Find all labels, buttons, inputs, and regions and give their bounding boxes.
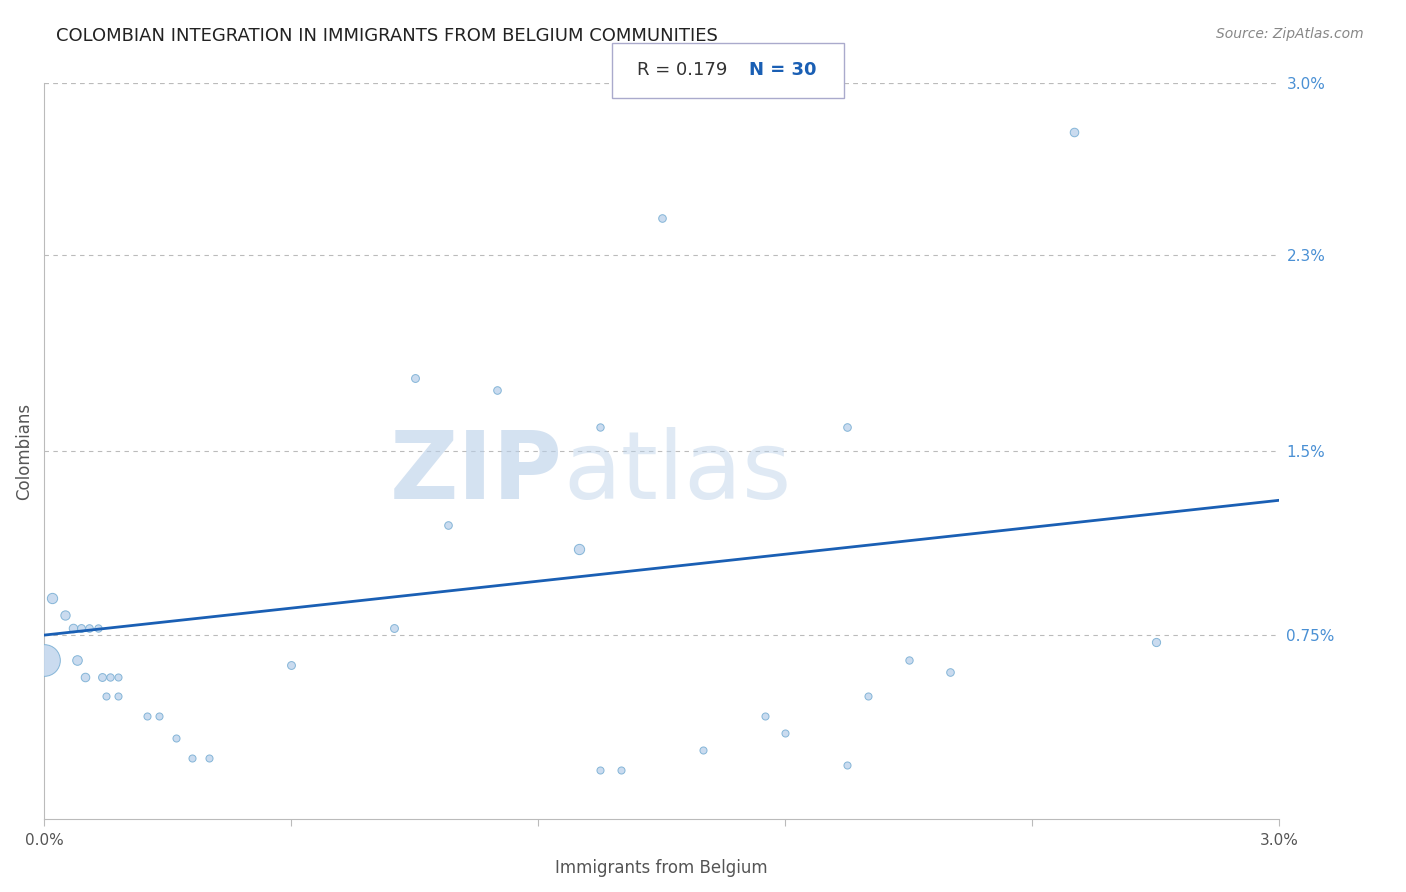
Point [98, 670, 121, 684]
Point [70, 621, 93, 635]
Point [62, 621, 84, 635]
Point [32, 652, 55, 666]
Point [90, 670, 112, 684]
Point [856, 690, 879, 704]
Point [181, 750, 204, 764]
Point [382, 621, 405, 635]
Point [136, 709, 159, 723]
Point [568, 542, 591, 557]
Point [486, 383, 509, 397]
Point [835, 419, 858, 434]
Point [609, 763, 631, 777]
Point [589, 419, 612, 434]
Point [775, 726, 797, 740]
Y-axis label: Colombians: Colombians [15, 402, 32, 500]
Point [41, 591, 63, 606]
Text: atlas: atlas [562, 427, 792, 519]
Point [1144, 635, 1167, 649]
Point [589, 763, 612, 777]
Point [94, 690, 117, 704]
Point [754, 709, 776, 723]
Point [404, 370, 426, 384]
Point [939, 665, 962, 679]
Text: R = 0.179: R = 0.179 [637, 62, 727, 79]
Point [53, 608, 76, 623]
Text: COLOMBIAN INTEGRATION IN IMMIGRANTS FROM BELGIUM COMMUNITIES: COLOMBIAN INTEGRATION IN IMMIGRANTS FROM… [56, 27, 718, 45]
Point [692, 743, 714, 757]
Point [436, 517, 458, 532]
Point [86, 621, 108, 635]
Point [280, 657, 302, 672]
Point [107, 690, 129, 704]
Point [107, 670, 129, 684]
Point [79, 621, 101, 635]
Point [1063, 126, 1085, 140]
Point [66, 652, 89, 666]
Point [148, 709, 170, 723]
Text: N = 30: N = 30 [749, 62, 817, 79]
Point [897, 652, 920, 666]
Text: Source: ZipAtlas.com: Source: ZipAtlas.com [1216, 27, 1364, 41]
Point [198, 750, 221, 764]
Point [165, 731, 187, 745]
Text: ZIP: ZIP [389, 427, 562, 519]
Point [835, 758, 858, 772]
Point [75, 670, 97, 684]
Point [651, 211, 673, 226]
X-axis label: Immigrants from Belgium: Immigrants from Belgium [555, 859, 768, 877]
